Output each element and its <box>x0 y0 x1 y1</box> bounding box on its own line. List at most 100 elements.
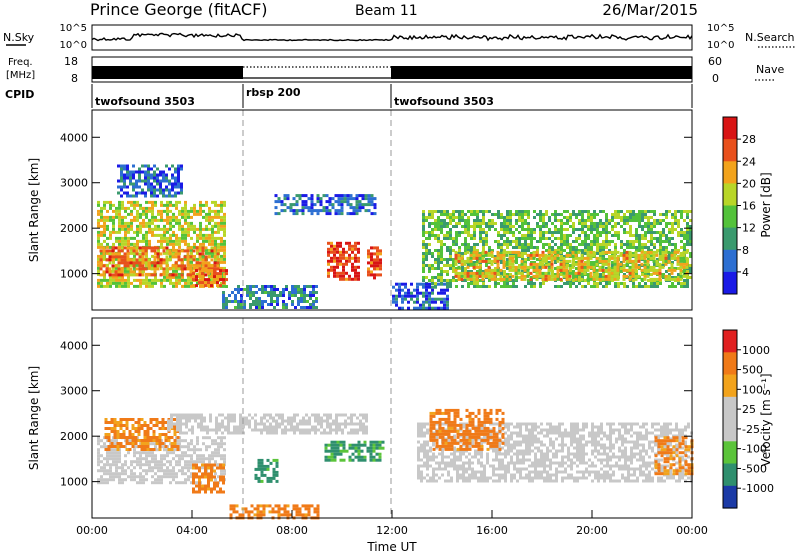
power-cell <box>297 300 300 303</box>
power-cell <box>466 256 470 260</box>
power-cell <box>156 167 159 171</box>
power-cell <box>494 222 497 225</box>
velocity-cell <box>308 422 311 426</box>
velocity-cell <box>137 439 141 442</box>
power-cell <box>641 249 644 252</box>
velocity-cell <box>239 428 242 432</box>
power-cell <box>511 262 515 266</box>
power-cell <box>178 224 181 228</box>
power-cell <box>310 203 314 207</box>
power-cell <box>478 253 482 257</box>
velocity-cell <box>215 419 218 423</box>
power-cell <box>494 255 497 258</box>
power-cell <box>644 264 647 267</box>
power-cell <box>103 200 106 204</box>
velocity-cell <box>158 439 162 442</box>
power-cell <box>476 213 479 216</box>
power-cell <box>461 252 464 255</box>
velocity-cell <box>353 431 356 435</box>
power-cell <box>494 267 497 270</box>
power-cell <box>463 274 467 278</box>
velocity-cell <box>239 419 242 423</box>
power-colorbar-swatch <box>723 271 737 295</box>
power-cell <box>611 225 614 228</box>
power-cell <box>467 285 470 288</box>
velocity-cell <box>124 478 127 482</box>
power-cell <box>205 248 208 252</box>
power-cell <box>352 206 356 210</box>
power-cell <box>312 303 315 306</box>
power-cell <box>677 273 680 276</box>
power-cell <box>376 261 379 265</box>
power-cell <box>181 227 184 231</box>
power-cell <box>671 222 674 225</box>
power-cell <box>530 252 533 255</box>
velocity-cell <box>133 460 136 464</box>
power-cell <box>337 203 341 207</box>
power-cell <box>560 219 563 222</box>
power-cell <box>174 185 177 189</box>
power-cell <box>127 278 130 282</box>
velocity-cell <box>260 422 263 426</box>
power-cell <box>258 297 261 300</box>
power-cell <box>607 262 611 266</box>
power-cell <box>139 206 142 210</box>
power-cell <box>118 200 121 204</box>
power-cell <box>157 248 160 252</box>
power-cell <box>437 291 440 295</box>
power-cell <box>488 258 491 261</box>
power-cell <box>542 222 545 225</box>
power-cell <box>121 206 124 210</box>
power-cell <box>443 300 446 304</box>
power-cell <box>422 294 425 298</box>
power-cell <box>523 268 527 272</box>
power-cell <box>210 284 213 288</box>
power-cell <box>446 222 449 225</box>
power-cell <box>141 246 145 250</box>
power-cell <box>127 224 130 228</box>
velocity-cell <box>152 418 156 421</box>
power-cell <box>205 212 208 216</box>
power-cell <box>283 209 287 213</box>
power-cell <box>401 288 404 292</box>
power-cell <box>422 279 425 282</box>
power-cell <box>115 206 118 210</box>
power-cell <box>679 265 683 269</box>
power-cell <box>142 221 145 225</box>
power-cell <box>126 255 130 259</box>
power-cell <box>190 224 193 228</box>
power-cell <box>443 288 446 292</box>
power-cell <box>679 274 683 278</box>
power-cell <box>530 231 533 234</box>
power-cell <box>578 213 581 216</box>
power-cell <box>205 236 208 240</box>
power-cell <box>112 242 115 246</box>
power-cell <box>584 240 587 243</box>
power-cell <box>659 237 662 240</box>
power-cell <box>554 219 557 222</box>
power-cell <box>566 252 569 255</box>
velocity-cell <box>344 419 347 423</box>
power-cell <box>106 242 109 246</box>
velocity-cell <box>140 424 144 427</box>
power-cell <box>478 274 482 278</box>
power-cell <box>124 284 127 288</box>
power-cell <box>668 231 671 234</box>
power-cell <box>536 246 539 249</box>
power-cell <box>193 263 196 267</box>
power-cell <box>297 303 300 306</box>
velocity-cell <box>224 425 227 429</box>
power-cell <box>99 255 103 259</box>
power-cell <box>162 188 165 192</box>
power-cell <box>184 206 187 210</box>
velocity-cell <box>310 504 314 508</box>
power-cell <box>620 246 623 249</box>
power-cell <box>572 249 575 252</box>
power-cell <box>533 210 536 213</box>
velocity-cell <box>280 507 284 511</box>
power-cell <box>652 253 656 257</box>
power-cell <box>124 209 127 213</box>
power-cell <box>139 278 142 282</box>
power-cell <box>605 237 608 240</box>
power-cell <box>479 222 482 225</box>
